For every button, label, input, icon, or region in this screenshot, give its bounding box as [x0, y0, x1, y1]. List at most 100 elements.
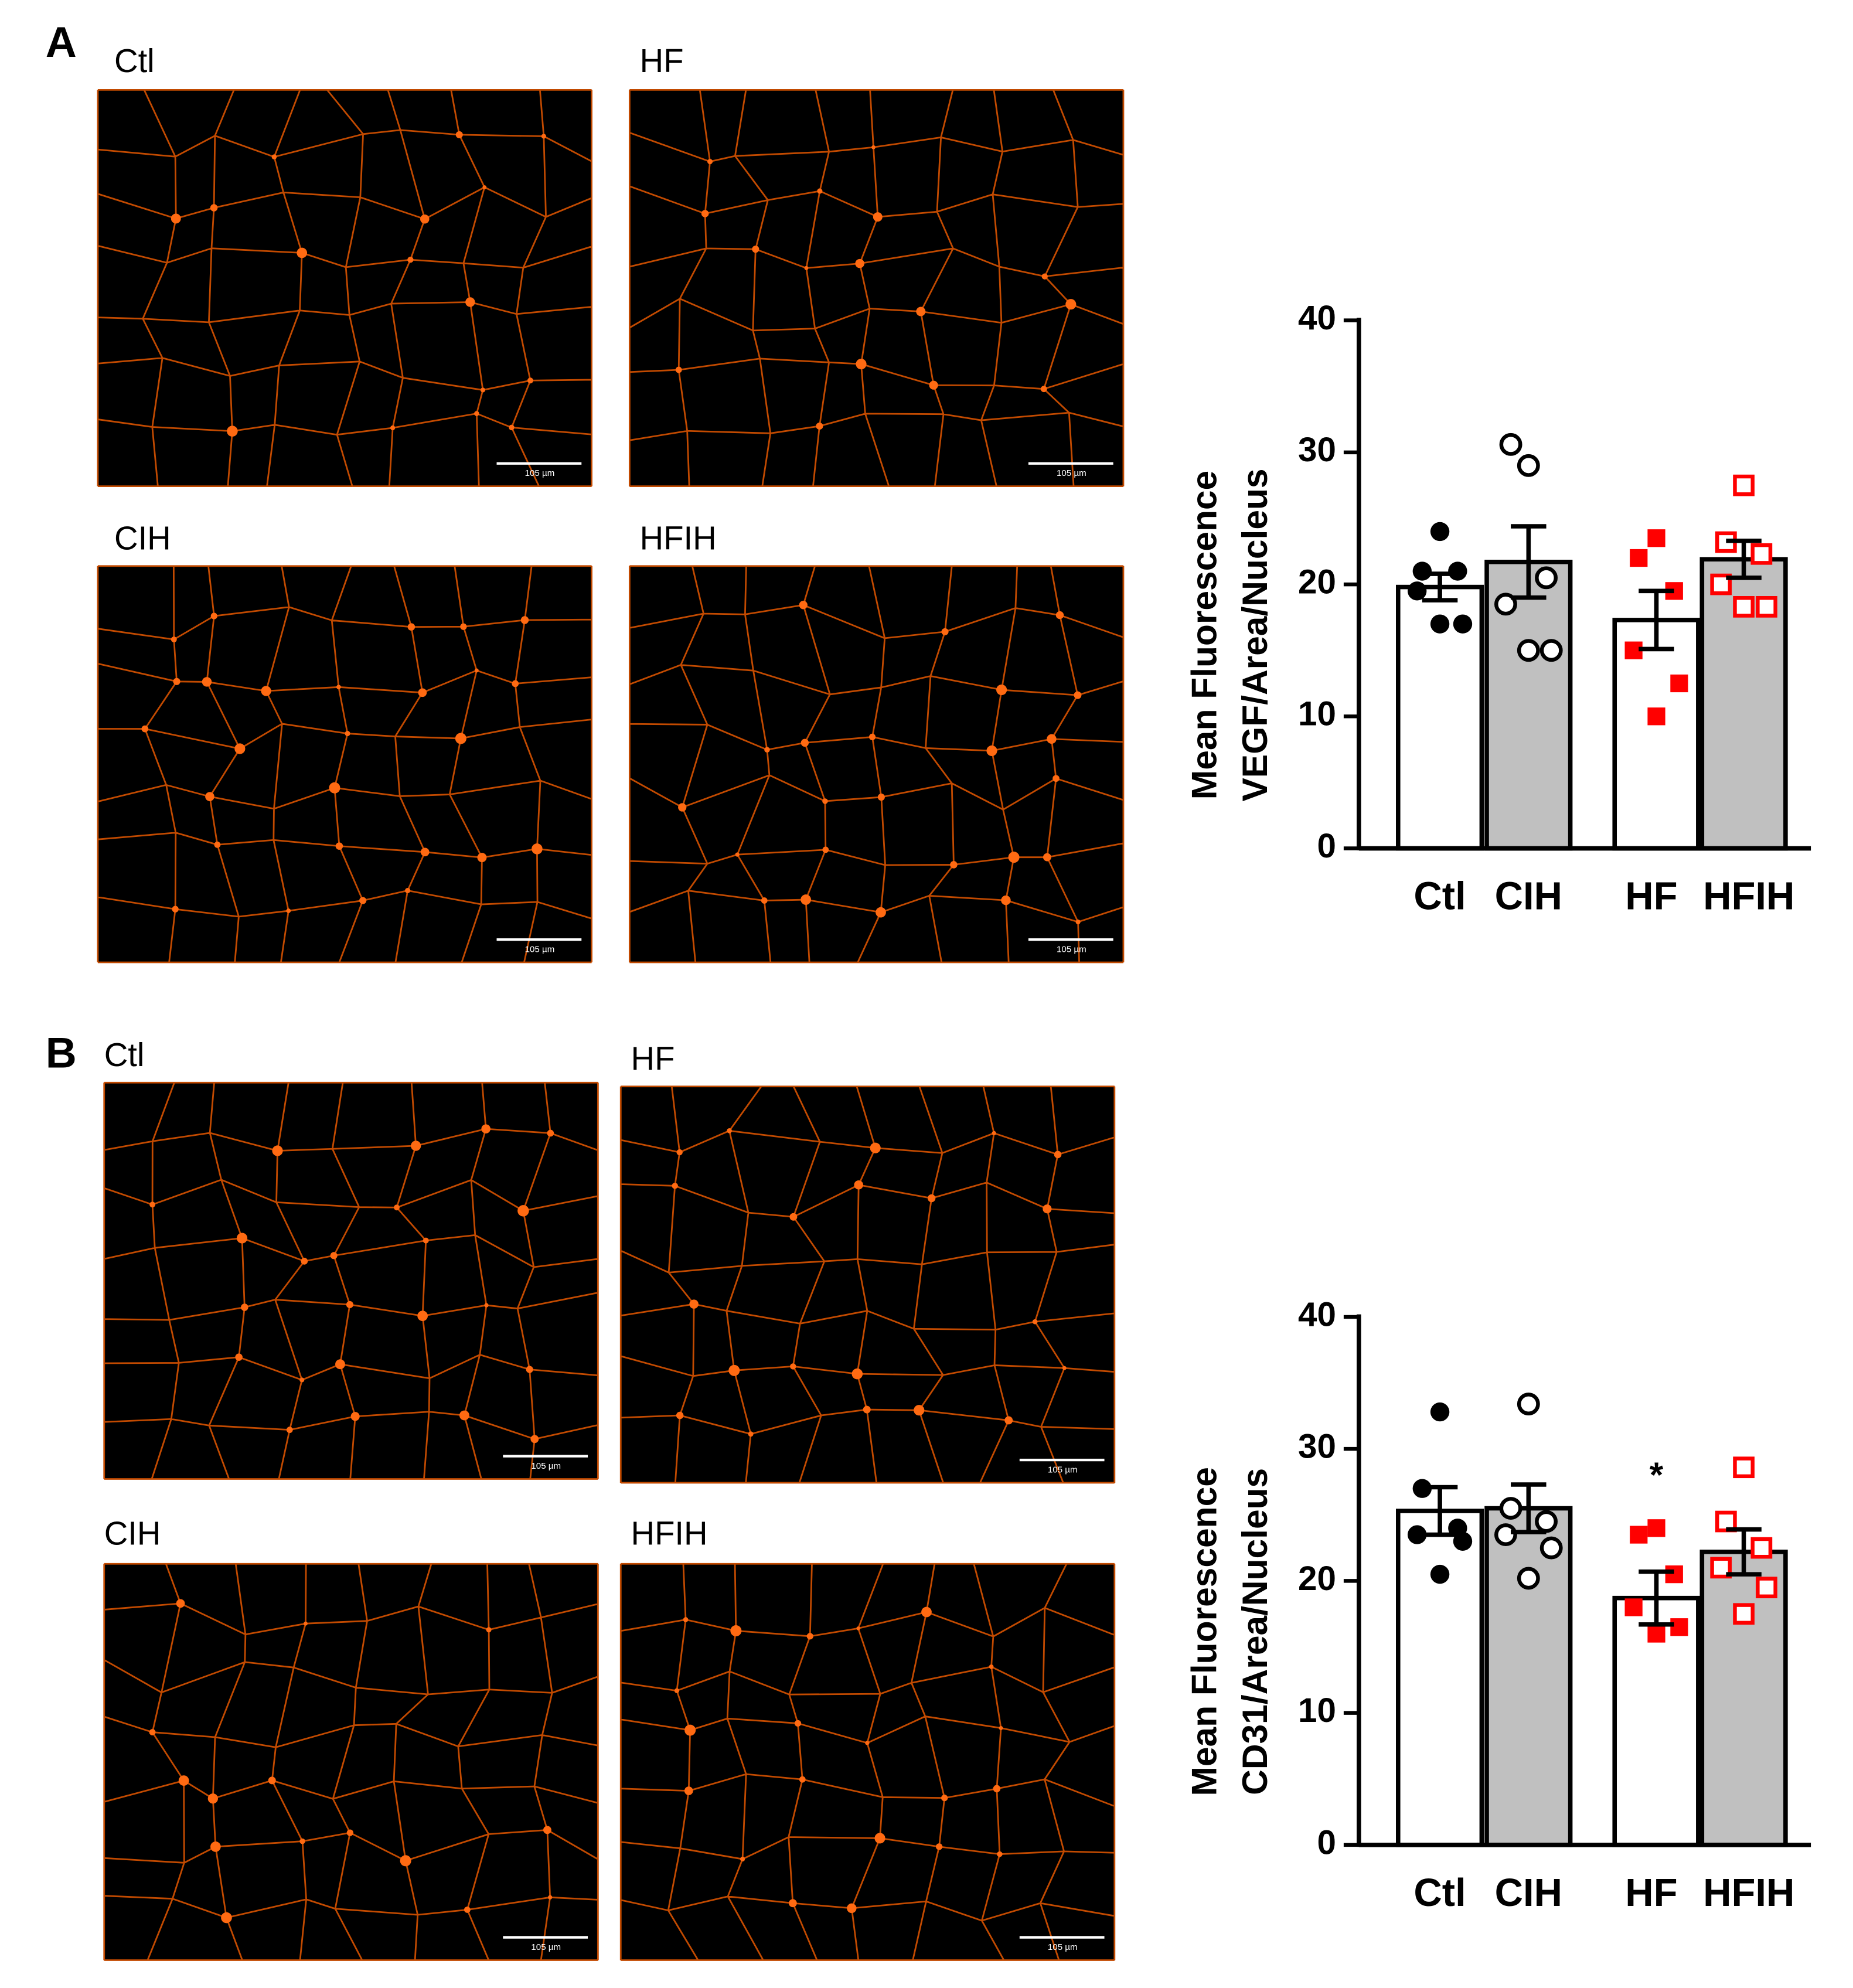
x-tick-label: CIH	[1495, 874, 1562, 918]
image-label: HFIH	[631, 1515, 708, 1552]
fluorescence-spot	[297, 247, 308, 258]
fluorescence-spot	[794, 1720, 802, 1727]
fluorescence-spot	[927, 1194, 936, 1203]
fluorescence-spot	[459, 1410, 469, 1421]
fluorescence-spot	[674, 1688, 680, 1693]
fluorescence-spot	[543, 1826, 551, 1834]
fluorescence-spot	[417, 1310, 428, 1322]
error-bar	[1639, 588, 1674, 652]
fluorescence-spot	[801, 894, 811, 905]
fluorescence-spot	[205, 792, 214, 801]
data-point	[1517, 639, 1540, 662]
image-label: CIH	[114, 519, 171, 556]
fluorescence-spot	[707, 159, 713, 165]
fluorescence-spot	[210, 1841, 221, 1852]
fluorescence-spot	[304, 1621, 308, 1626]
x-tick-label: HF	[1625, 1871, 1677, 1915]
fluorescence-spot	[286, 1427, 293, 1434]
cell-membranes	[628, 565, 1125, 964]
cell-membranes	[97, 88, 592, 488]
fluorescence-spot	[464, 1907, 471, 1913]
fluorescence-spot	[394, 1204, 400, 1211]
fluorescence-spot	[221, 1912, 232, 1924]
data-point	[1733, 474, 1755, 496]
fluorescence-spot	[172, 906, 179, 913]
data-point	[1624, 1598, 1643, 1616]
fluorescence-spot	[202, 677, 212, 687]
fluorescence-spot	[173, 678, 180, 685]
panel-letter: A	[46, 18, 77, 66]
data-point	[1670, 1618, 1688, 1636]
y-tick-label: 40	[1298, 1295, 1336, 1333]
fluorescence-spot	[675, 366, 682, 373]
data-point	[1665, 1565, 1683, 1584]
fluorescence-spot	[855, 258, 864, 268]
fluorescence-spot	[512, 680, 519, 687]
fluorescence-spot	[873, 212, 883, 222]
data-point	[1539, 1536, 1563, 1560]
data-point	[1412, 561, 1432, 581]
fluorescence-spot	[407, 623, 415, 631]
fluorescence-spot	[460, 623, 467, 630]
fluorescence-spot	[207, 1793, 218, 1804]
data-point	[1750, 1537, 1773, 1559]
fluorescence-spot	[261, 686, 271, 696]
fluorescence-spot	[400, 1855, 411, 1867]
fluorescence-spot	[480, 387, 486, 393]
cell-membranes	[103, 1081, 599, 1480]
fluorescence-spot	[817, 188, 823, 194]
fluorescence-spot	[1001, 895, 1011, 906]
data-point	[1630, 1526, 1648, 1544]
data-point	[1453, 1531, 1473, 1551]
fluorescence-spot	[999, 1725, 1003, 1730]
fluorescence-spot	[234, 743, 246, 754]
fluorescence-spot	[856, 359, 867, 370]
image-label: HFIH	[640, 519, 717, 556]
micrograph	[97, 90, 592, 486]
cell-membranes	[619, 1563, 1116, 1961]
fluorescence-spot	[684, 1724, 696, 1736]
fluorescence-spot	[171, 636, 177, 643]
y-axis-label: Mean Fluorescence	[1184, 471, 1224, 799]
fluorescence-spot	[268, 1776, 276, 1785]
fluorescence-spot	[863, 1405, 871, 1414]
fluorescence-spot	[474, 668, 479, 673]
fluorescence-spot	[871, 145, 876, 149]
data-point	[1647, 1625, 1665, 1643]
data-point	[1647, 1519, 1665, 1537]
fluorescence-spot	[822, 846, 829, 853]
fluorescence-spot	[941, 628, 949, 635]
fluorescence-spot	[1065, 299, 1077, 310]
fluorescence-spot	[916, 307, 926, 316]
fluorescence-spot	[149, 1729, 156, 1735]
fluorescence-spot	[874, 1833, 885, 1844]
fluorescence-spot	[684, 1786, 693, 1795]
fluorescence-spot	[678, 803, 687, 812]
fluorescence-spot	[299, 1838, 305, 1844]
fluorescence-spot	[178, 1775, 189, 1786]
fluorescence-spot	[301, 1258, 308, 1265]
fluorescence-spot	[1074, 691, 1082, 699]
fluorescence-spot	[418, 688, 427, 697]
error-bar	[1422, 1485, 1458, 1537]
x-tick-label: HFIH	[1703, 1871, 1794, 1915]
fluorescence-spot	[822, 798, 828, 804]
fluorescence-spot	[997, 1851, 1003, 1857]
x-tick-label: Ctl	[1413, 1871, 1466, 1915]
fluorescence-spot	[214, 841, 221, 848]
y-tick-label: 0	[1317, 1823, 1336, 1861]
error-bar	[1511, 1482, 1547, 1534]
fluorescence-spot	[876, 907, 886, 918]
micrograph	[97, 566, 592, 962]
fluorescence-spot	[1075, 919, 1081, 925]
fluorescence-spot	[804, 265, 809, 270]
panel-letter: B	[46, 1029, 77, 1077]
bar	[1396, 1509, 1484, 1847]
data-point	[1517, 1567, 1540, 1590]
error-bar	[1422, 571, 1458, 602]
image-label: CIH	[104, 1515, 161, 1552]
data-point	[1430, 1402, 1450, 1422]
fluorescence-spot	[484, 1303, 489, 1308]
fluorescence-spot	[547, 1129, 554, 1137]
scale-bar-label: 105 µm	[1057, 468, 1086, 478]
